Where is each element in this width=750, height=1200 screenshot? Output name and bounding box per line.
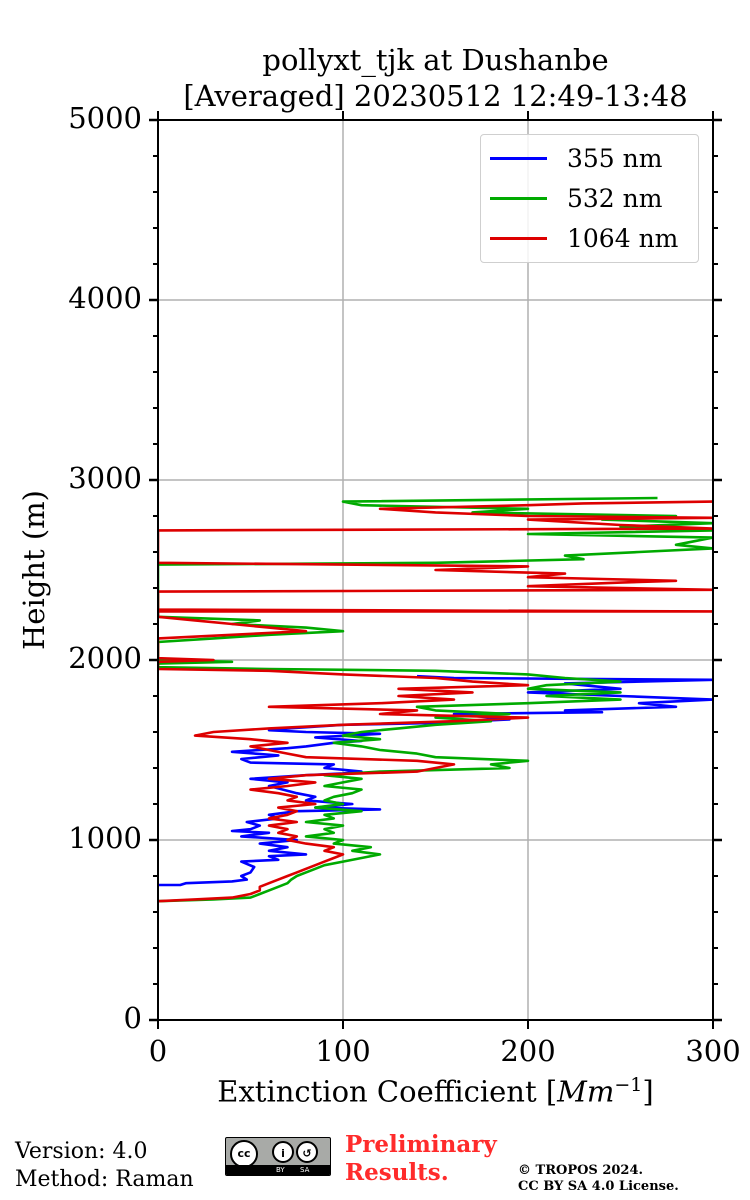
y-tick-label: 2000 [68, 641, 142, 675]
plot-frame [157, 119, 714, 1021]
preliminary-results-note: Preliminary Results. [345, 1131, 497, 1187]
cc-logo-icon: cc [230, 1140, 258, 1168]
footer-info: Version: 4.0 Method: Raman [15, 1138, 194, 1194]
y-tick-label: 3000 [68, 461, 142, 495]
legend: 355 nm 532 nm 1064 nm [480, 134, 699, 263]
method-text: Method: Raman [15, 1167, 194, 1192]
legend-label-355: 355 nm [567, 143, 663, 173]
legend-swatch-355 [490, 156, 547, 160]
x-axis-label-suffix: ] [642, 1074, 654, 1109]
copyright-text: © TROPOS 2024. [518, 1163, 644, 1178]
series-line-532-nm [158, 496, 713, 903]
y-tick-label: 0 [123, 1001, 142, 1035]
preliminary-line-2: Results. [345, 1159, 449, 1186]
legend-label-1064: 1064 nm [567, 223, 679, 253]
cc-badge-bar: BY SA [226, 1165, 330, 1175]
legend-swatch-1064 [490, 236, 547, 240]
preliminary-line-1: Preliminary [345, 1131, 497, 1158]
legend-item-532: 532 nm [490, 183, 662, 213]
x-axis-label-prefix: Extinction Coefficient [ [217, 1074, 558, 1109]
legend-item-355: 355 nm [490, 143, 662, 173]
axis-ticks [149, 111, 722, 1029]
x-tick-label: 100 [315, 1034, 371, 1068]
y-tick-label: 1000 [68, 821, 142, 855]
y-axis-label: Height (m) [17, 490, 51, 650]
legend-swatch-532 [490, 196, 547, 200]
series-line-355-nm [158, 674, 713, 887]
cc-sa-text: SA [300, 1166, 310, 1174]
cc-license-badge: cc i ↺ BY SA [225, 1137, 331, 1176]
y-tick-label: 5000 [68, 101, 142, 135]
version-text: Version: 4.0 [15, 1139, 148, 1164]
series-line-1064-nm [158, 500, 713, 903]
legend-label-532: 532 nm [567, 183, 663, 213]
y-tick-label: 4000 [68, 281, 142, 315]
x-axis-label-exponent: −1 [614, 1074, 643, 1096]
cc-by-icon: i [272, 1141, 294, 1163]
cc-sa-icon: ↺ [296, 1141, 318, 1163]
legend-item-1064: 1064 nm [490, 223, 678, 253]
chart-subtitle: [Averaged] 20230512 12:49-13:48 [183, 79, 688, 113]
series-layer [158, 496, 713, 903]
cc-by-text: BY [276, 1166, 285, 1174]
x-tick-label: 0 [148, 1034, 168, 1068]
license-text: CC BY SA 4.0 License. [518, 1179, 679, 1194]
copyright-note: © TROPOS 2024. CC BY SA 4.0 License. [518, 1163, 679, 1195]
x-tick-label: 200 [500, 1034, 556, 1068]
x-axis-label: Extinction Coefficient [Mm−1] [158, 1074, 713, 1109]
chart-title: pollyxt_tjk at Dushanbe [262, 43, 609, 77]
x-tick-label: 300 [685, 1034, 741, 1068]
x-axis-label-unit: Mm [557, 1074, 615, 1109]
